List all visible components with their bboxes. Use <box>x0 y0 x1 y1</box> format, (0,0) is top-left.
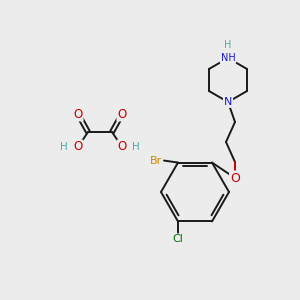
Text: Br: Br <box>150 156 162 166</box>
Text: H: H <box>224 40 232 50</box>
Text: H: H <box>132 142 140 152</box>
Text: NH: NH <box>220 53 236 63</box>
Text: H: H <box>60 142 68 152</box>
Text: O: O <box>117 140 127 154</box>
Text: O: O <box>74 140 82 154</box>
Text: O: O <box>74 107 82 121</box>
Text: Cl: Cl <box>172 234 183 244</box>
Text: N: N <box>224 97 232 107</box>
Text: O: O <box>230 172 240 184</box>
Text: O: O <box>117 107 127 121</box>
